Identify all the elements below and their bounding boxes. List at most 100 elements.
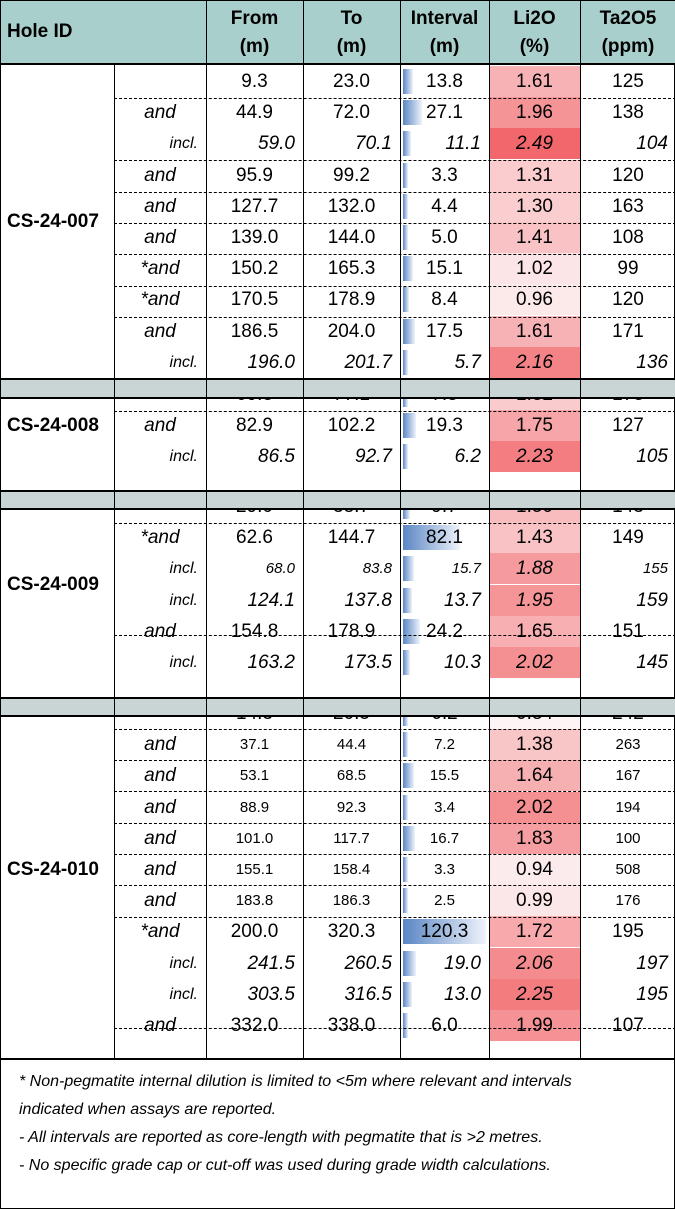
interval-data-bar — [403, 349, 408, 375]
column-divider — [206, 1, 207, 1058]
li2o-value: 1.72 — [516, 921, 553, 943]
row-divider — [114, 317, 675, 318]
qualifier-label: and — [144, 1015, 176, 1036]
interval-data-bar — [403, 444, 408, 470]
row-divider — [114, 729, 675, 730]
row-divider — [114, 411, 675, 412]
table-row: incl. 124.1 137.8 13.7 1.95 159 — [1, 584, 675, 616]
interval-cell: 11.1 — [400, 128, 489, 159]
header-hole-id: Hole ID — [7, 21, 73, 42]
interval-value: 15.1 — [426, 258, 463, 280]
interval-value: 6.0 — [431, 1015, 458, 1036]
column-divider — [580, 1, 581, 1058]
table-row: incl. 86.5 92.7 6.2 2.23 105 — [1, 441, 675, 473]
interval-data-bar — [403, 69, 413, 94]
li2o-value: 2.49 — [516, 133, 553, 155]
table-header: Hole ID From (m) To (m) Interval (m) Li2… — [1, 1, 675, 65]
ta2o5-value: 194 — [615, 798, 641, 816]
table-row: incl. 59.0 70.1 11.1 2.49 104 — [1, 128, 675, 160]
li2o-heat-fill — [489, 615, 580, 647]
ta2o5-value: 136 — [636, 351, 668, 373]
interval-data-bar — [403, 618, 420, 644]
hole-id: CS-24-009 — [7, 573, 99, 595]
row-divider — [114, 854, 675, 855]
ta2o5-value: 107 — [612, 1015, 644, 1036]
to-value: 338.0 — [327, 1015, 376, 1036]
interval-data-bar — [403, 556, 414, 582]
ta2o5-value: 155 — [642, 560, 668, 578]
ta2o5-value: 171 — [612, 320, 644, 342]
from-value: 59.0 — [258, 133, 295, 155]
li2o-heat-fill — [489, 284, 580, 316]
to-value: 70.1 — [355, 133, 392, 155]
interval-cell: 82.1 — [400, 522, 489, 553]
ta2o5-value: 127 — [612, 415, 644, 437]
to-value: 201.7 — [344, 351, 392, 373]
qualifier-label: and — [144, 827, 176, 849]
table-row: *and 170.5 178.9 8.4 0.96 120 — [1, 284, 675, 316]
to-value: 132.0 — [327, 195, 376, 217]
interval-cell: 13.0 — [400, 979, 489, 1010]
from-value: 183.8 — [235, 892, 274, 910]
to-value: 178.9 — [327, 289, 376, 311]
interval-value: 3.3 — [434, 861, 455, 878]
ta2o5-value: 195 — [612, 921, 644, 943]
table-row: and 127.7 132.0 4.4 1.30 163 — [1, 190, 675, 222]
li2o-value: 2.16 — [516, 351, 553, 373]
li2o-heat-fill — [489, 760, 580, 792]
row-divider — [114, 791, 675, 792]
from-value: 163.2 — [247, 652, 295, 673]
from-value: 53.1 — [239, 767, 270, 785]
row-divider — [114, 523, 675, 524]
to-value: 186.3 — [332, 892, 371, 910]
interval-data-bar — [403, 162, 408, 188]
column-divider — [114, 65, 115, 1058]
qualifier-label: and — [144, 320, 176, 342]
li2o-value: 1.30 — [516, 195, 553, 217]
column-divider — [400, 1, 401, 1058]
interval-data-bar — [403, 981, 412, 1007]
to-value: 117.7 — [333, 829, 370, 847]
li2o-heat-fill — [489, 159, 580, 191]
interval-data-bar — [403, 587, 413, 613]
from-value: 68.0 — [265, 560, 295, 578]
interval-cell: 2.5 — [400, 885, 489, 916]
footnote-line: indicated when assays are reported. — [19, 1101, 277, 1118]
to-value: 260.5 — [344, 952, 392, 974]
from-value: 139.0 — [230, 227, 279, 248]
header-li2o: Li2O (%) — [513, 8, 556, 57]
qualifier-label: and — [144, 859, 176, 880]
to-value: 72.0 — [333, 102, 370, 124]
interval-data-bar — [403, 732, 408, 758]
row-divider — [114, 635, 675, 636]
li2o-heat-fill — [489, 128, 580, 160]
ta2o5-value: 100 — [615, 829, 641, 847]
from-value: 101.0 — [235, 829, 274, 847]
to-value: 144.0 — [327, 227, 376, 248]
table-row: and 37.1 44.4 7.2 1.38 263 — [1, 729, 675, 761]
li2o-heat-fill — [489, 1010, 580, 1041]
interval-data-bar — [403, 794, 408, 820]
li2o-heat-fill — [489, 729, 580, 761]
li2o-value: 1.61 — [516, 320, 553, 342]
qualifier-label: incl. — [169, 135, 198, 153]
group-separator — [1, 490, 675, 510]
table-row: and 82.9 102.2 19.3 1.75 127 — [1, 410, 675, 442]
interval-value: 2.5 — [434, 892, 455, 910]
li2o-value: 1.88 — [516, 558, 553, 580]
to-value: 320.3 — [327, 921, 376, 943]
qualifier-label: incl. — [169, 591, 198, 609]
interval-cell: 13.8 — [400, 66, 489, 97]
header-ta2o5: Ta2O5 (ppm) — [599, 8, 657, 57]
li2o-value: 1.65 — [516, 620, 553, 642]
to-value: 99.2 — [333, 164, 370, 186]
li2o-heat-fill — [489, 791, 580, 823]
qualifier-label: and — [144, 102, 176, 124]
header-from: From (m) — [230, 8, 279, 57]
from-value: 44.9 — [236, 102, 273, 124]
interval-value: 13.0 — [444, 983, 481, 1005]
interval-cell: 13.7 — [400, 585, 489, 616]
interval-value: 16.7 — [429, 829, 460, 847]
interval-value: 120.3 — [420, 921, 469, 943]
